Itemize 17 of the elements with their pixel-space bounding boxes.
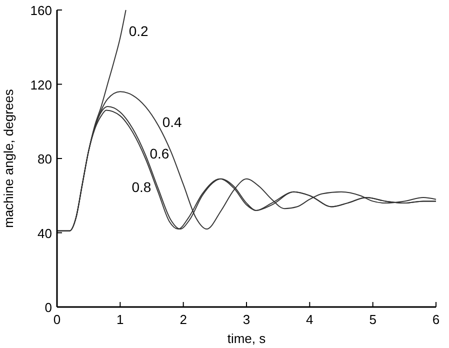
x-tick-label: 2	[180, 312, 187, 327]
annotation: 0.8	[132, 178, 152, 195]
y-tick-label: 40	[38, 226, 52, 241]
x-tick-label: 6	[432, 312, 440, 327]
x-tick-label: 1	[116, 312, 124, 327]
x-tick-label: 3	[242, 312, 250, 327]
annotation: 0.2	[128, 22, 149, 39]
annotation: 0.6	[150, 145, 170, 162]
x-tick-label: 4	[306, 312, 314, 327]
y-tick-label: 120	[30, 77, 52, 92]
x-tick-label: 5	[369, 312, 376, 327]
y-tick-label: 160	[30, 3, 52, 18]
y-axis-title: machine angle, degrees	[1, 88, 16, 228]
y-tick-label: 0	[44, 300, 52, 315]
y-tick-label: 80	[38, 152, 52, 166]
x-axis-title: time, s	[227, 331, 266, 346]
annotation: 0.4	[162, 114, 182, 130]
